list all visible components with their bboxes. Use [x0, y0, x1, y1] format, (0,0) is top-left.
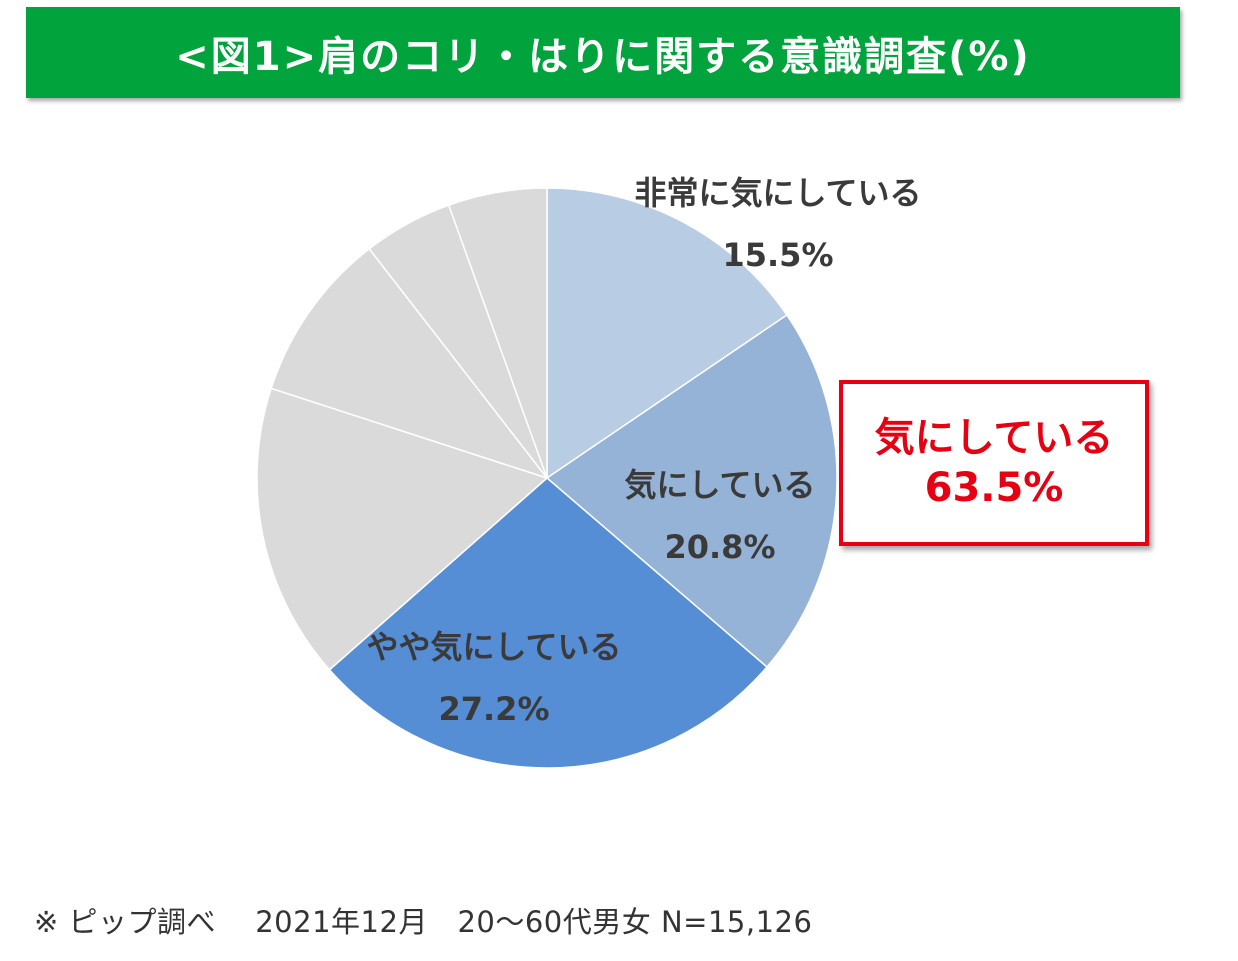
- pie-slice-4: [256, 387, 549, 671]
- slice-label-3: やや気にしている: [366, 628, 621, 666]
- pie-slice-7: [447, 187, 548, 479]
- source-footnote: ※ ピップ調べ 2021年12月 20～60代男女 N=15,126: [34, 905, 813, 939]
- slice-value-1: 15.5%: [722, 236, 833, 274]
- pie-slice-2: [545, 313, 838, 669]
- slice-value-3: 27.2%: [438, 690, 549, 728]
- slice-value-2: 20.8%: [664, 528, 775, 566]
- chart-title: <図1>肩のコリ・はりに関する意識調査(%): [175, 33, 1031, 80]
- pie-slice-3: [328, 477, 768, 769]
- pie-slice-5: [270, 247, 550, 480]
- total-callout-box: 気にしている 63.5%: [839, 380, 1149, 546]
- slice-label-1: 非常に気にしている: [634, 174, 921, 212]
- slice-label-2: 気にしている: [624, 466, 815, 504]
- callout-value: 63.5%: [924, 465, 1064, 511]
- pie-slice-1: [546, 187, 788, 480]
- callout-label: 気にしている: [874, 415, 1114, 461]
- title-banner: <図1>肩のコリ・はりに関する意識調査(%): [26, 7, 1180, 98]
